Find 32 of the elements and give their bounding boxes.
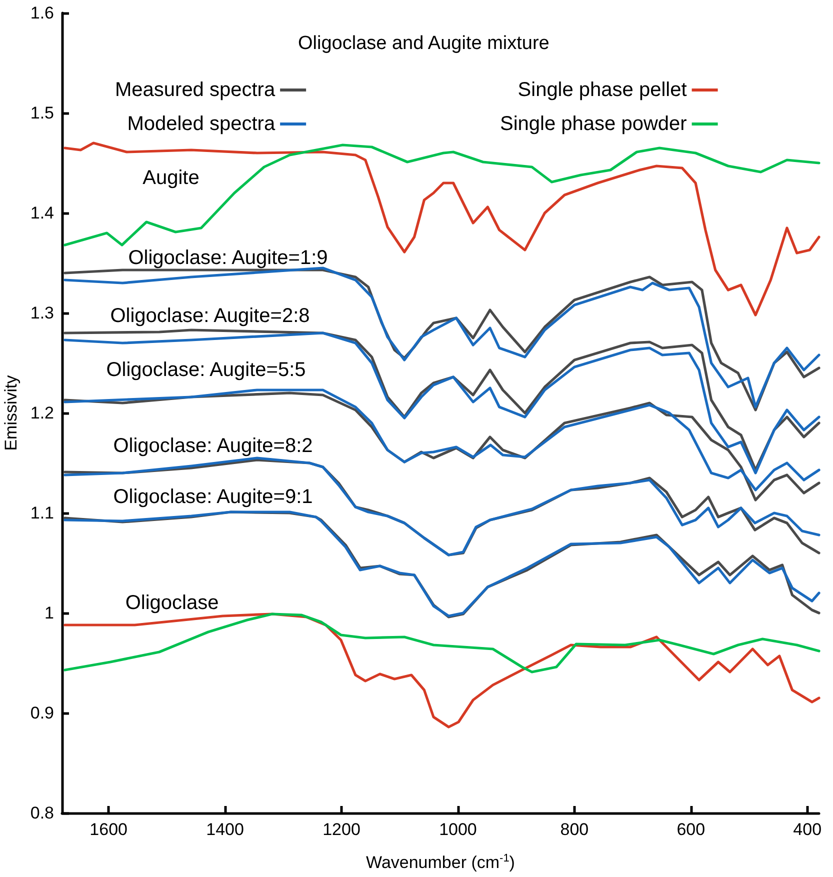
y-tick-label: 0.8: [30, 804, 54, 822]
y-tick-label: 1.6: [30, 4, 54, 22]
line-series: [64, 612, 820, 728]
legend-label: Single phase pellet: [518, 79, 688, 101]
y-tick-label: 1.1: [30, 504, 54, 522]
y-tick-label: 0.9: [30, 704, 54, 722]
annotation: Oligoclase: [125, 592, 219, 614]
x-tick-label: 1600: [90, 820, 128, 839]
line-series: [64, 612, 820, 674]
y-tick-label: 1.4: [30, 204, 54, 222]
annotation: Oligoclase: Augite=1:9: [128, 247, 328, 269]
y-tick-label: 1.2: [30, 404, 54, 422]
y-tick-label: 1.5: [30, 104, 54, 122]
x-tick-label: 600: [676, 820, 706, 839]
annotation: Oligoclase: Augite=5:5: [106, 359, 306, 381]
legend-title: Oligoclase and Augite mixture: [298, 33, 550, 54]
x-tick-label: 1200: [322, 820, 360, 839]
legend-label: Modeled spectra: [127, 113, 276, 135]
x-tick-label: 800: [560, 820, 589, 839]
line-series: [64, 144, 820, 246]
y-tick-label: 1.3: [30, 304, 54, 322]
legend-label: Measured spectra: [115, 79, 276, 101]
y-axis-title: Emissivity: [1, 374, 20, 451]
x-tick-label: 1400: [206, 820, 244, 839]
x-tick-label: 1000: [439, 820, 477, 839]
legend-label: Single phase powder: [500, 113, 688, 135]
x-tick-label: 400: [793, 820, 822, 839]
annotation: Oligoclase: Augite=2:8: [110, 305, 310, 327]
annotation: Oligoclase: Augite=9:1: [113, 486, 313, 508]
annotation: Oligoclase: Augite=8:2: [113, 435, 313, 457]
annotation: Augite: [142, 167, 200, 189]
y-tick-label: 1: [44, 604, 54, 622]
